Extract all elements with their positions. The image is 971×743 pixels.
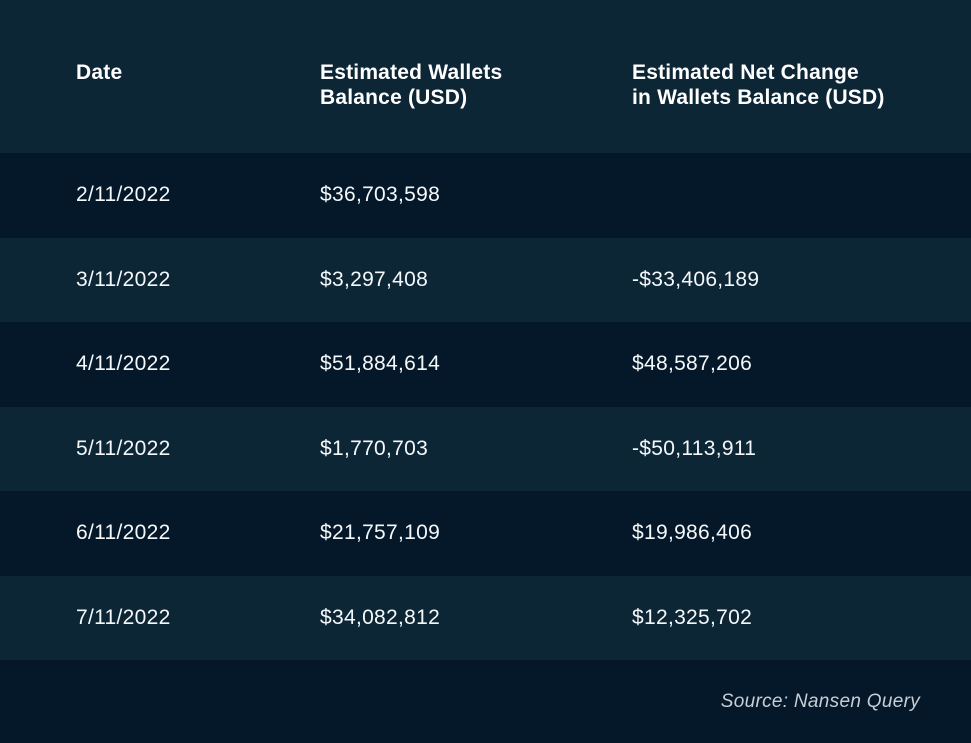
table-row: 3/11/2022 $3,297,408 -$33,406,189 — [0, 237, 971, 322]
net-change-cell: $48,587,206 — [632, 352, 753, 376]
column-header-wallets-balance: Estimated Wallets Balance (USD) — [320, 60, 632, 110]
date-cell: 4/11/2022 — [76, 352, 171, 376]
column-header-net-change-line2: in Wallets Balance (USD) — [632, 86, 885, 109]
balance-cell: $21,757,109 — [320, 521, 441, 545]
balance-cell: $1,770,703 — [320, 436, 429, 460]
balance-cell: $3,297,408 — [320, 267, 429, 291]
date-cell: 5/11/2022 — [76, 436, 171, 460]
column-header-date: Date — [76, 60, 320, 85]
table-row: 6/11/2022 $21,757,109 $19,986,406 — [0, 491, 971, 576]
date-cell: 3/11/2022 — [76, 267, 171, 291]
column-header-net-change: Estimated Net Change in Wallets Balance … — [632, 60, 971, 110]
table-header-row: Date Estimated Wallets Balance (USD) Est… — [0, 0, 971, 153]
column-header-date-line1: Date — [76, 61, 123, 84]
table-row: 5/11/2022 $1,770,703 -$50,113,911 — [0, 406, 971, 491]
column-header-wallets-balance-line1: Estimated Wallets — [320, 61, 503, 84]
date-cell: 7/11/2022 — [76, 605, 171, 629]
source-attribution: Source: Nansen Query — [720, 690, 920, 712]
table-row: 4/11/2022 $51,884,614 $48,587,206 — [0, 322, 971, 407]
table-row: 7/11/2022 $34,082,812 $12,325,702 — [0, 575, 971, 660]
net-change-cell: $19,986,406 — [632, 521, 753, 545]
table-row: 2/11/2022 $36,703,598 — [0, 153, 971, 238]
balance-cell: $36,703,598 — [320, 183, 441, 207]
date-cell: 2/11/2022 — [76, 183, 171, 207]
net-change-cell: $12,325,702 — [632, 605, 753, 629]
date-cell: 6/11/2022 — [76, 521, 171, 545]
net-change-cell: -$33,406,189 — [632, 267, 760, 291]
table-footer: Source: Nansen Query — [0, 660, 971, 743]
net-change-cell: -$50,113,911 — [632, 436, 757, 460]
column-header-net-change-line1: Estimated Net Change — [632, 61, 859, 84]
balance-cell: $51,884,614 — [320, 352, 441, 376]
column-header-wallets-balance-line2: Balance (USD) — [320, 86, 468, 109]
balance-cell: $34,082,812 — [320, 605, 441, 629]
